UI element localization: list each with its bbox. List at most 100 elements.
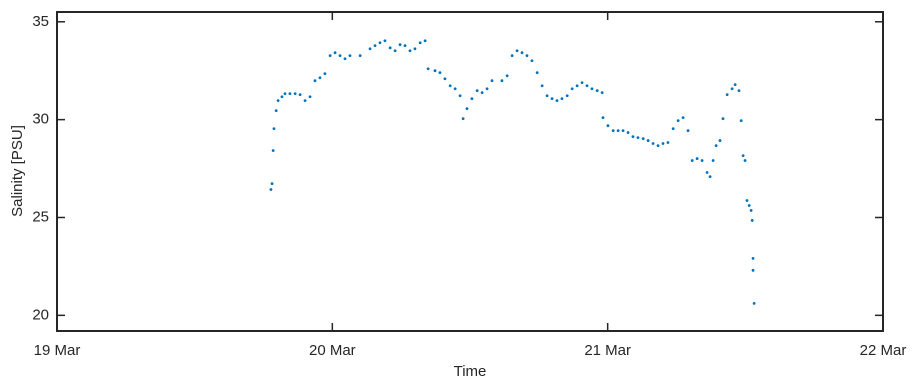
data-point — [752, 302, 756, 305]
data-point — [373, 44, 377, 48]
data-point — [631, 135, 635, 139]
x-axis-label: Time — [454, 363, 487, 380]
data-point — [661, 142, 665, 145]
data-point — [570, 87, 574, 91]
data-point — [751, 256, 755, 260]
data-point — [747, 204, 751, 207]
data-point — [540, 84, 544, 88]
data-point — [580, 81, 584, 85]
data-point — [288, 92, 292, 96]
data-point — [545, 94, 549, 98]
data-point — [453, 87, 457, 91]
data-point — [418, 41, 422, 45]
data-point — [737, 89, 741, 93]
data-point — [743, 159, 747, 162]
data-point — [666, 141, 670, 144]
data-point — [646, 139, 650, 142]
y-axis-label: Salinity [PSU] — [9, 125, 26, 217]
data-point — [448, 84, 452, 88]
data-point — [621, 129, 625, 132]
data-point — [550, 97, 554, 101]
data-point — [721, 117, 725, 121]
data-point — [733, 83, 737, 87]
data-point — [751, 268, 755, 272]
data-point — [686, 129, 690, 132]
data-point — [575, 84, 579, 88]
data-point — [745, 199, 749, 202]
data-point — [480, 91, 484, 95]
x-tick-label: 21 Mar — [584, 342, 631, 359]
data-point — [585, 84, 589, 88]
data-point — [280, 95, 284, 99]
data-point — [490, 79, 494, 83]
data-point — [641, 137, 645, 141]
data-point — [525, 54, 529, 58]
data-point — [505, 74, 509, 78]
data-point — [651, 142, 655, 145]
data-point — [749, 209, 753, 212]
data-point — [272, 127, 276, 131]
data-point — [270, 182, 274, 186]
y-tick-label: 20 — [32, 306, 49, 323]
y-tick-label: 35 — [32, 13, 49, 30]
data-point — [298, 93, 302, 96]
data-point — [276, 99, 280, 103]
data-point — [333, 51, 337, 55]
data-point — [470, 97, 474, 101]
data-point — [348, 54, 352, 58]
data-point — [750, 219, 754, 222]
y-tick-label: 25 — [32, 208, 49, 225]
data-point — [500, 79, 504, 83]
data-point — [535, 71, 539, 75]
data-point — [741, 154, 745, 158]
data-point — [328, 54, 332, 58]
data-point — [293, 92, 297, 96]
data-point — [274, 109, 278, 113]
data-point — [461, 117, 465, 121]
data-point — [303, 99, 307, 103]
data-point — [695, 157, 699, 160]
data-point — [458, 94, 462, 98]
data-point — [739, 119, 743, 123]
data-point — [323, 72, 327, 76]
data-point — [690, 159, 694, 162]
data-point — [308, 95, 312, 99]
data-point — [560, 97, 564, 101]
data-point — [708, 175, 712, 178]
data-point — [393, 49, 397, 53]
data-point — [595, 89, 599, 93]
data-point — [530, 59, 534, 63]
data-point — [338, 54, 342, 58]
data-point — [725, 93, 729, 96]
data-point — [283, 92, 287, 96]
data-point — [714, 144, 718, 148]
data-point — [711, 159, 715, 162]
data-point — [555, 99, 559, 103]
data-point — [676, 119, 680, 123]
data-point — [343, 57, 347, 61]
data-point — [606, 124, 610, 128]
data-point — [705, 171, 709, 174]
data-point — [313, 79, 317, 83]
data-point — [475, 89, 479, 93]
x-tick-label: 22 Mar — [860, 342, 907, 359]
data-point — [611, 129, 615, 132]
data-point — [626, 131, 630, 134]
data-point — [378, 41, 382, 45]
data-point — [590, 87, 594, 91]
data-point — [510, 54, 514, 58]
data-point — [601, 116, 605, 120]
data-point — [520, 51, 524, 55]
data-point — [565, 94, 569, 98]
plot-frame — [56, 11, 884, 332]
data-point — [433, 69, 437, 73]
data-point — [485, 87, 489, 91]
data-point — [368, 47, 372, 51]
data-point — [718, 139, 722, 142]
data-point — [388, 46, 392, 50]
data-point — [656, 144, 660, 148]
data-point — [271, 149, 275, 152]
data-point — [403, 44, 407, 48]
data-point — [616, 129, 620, 132]
